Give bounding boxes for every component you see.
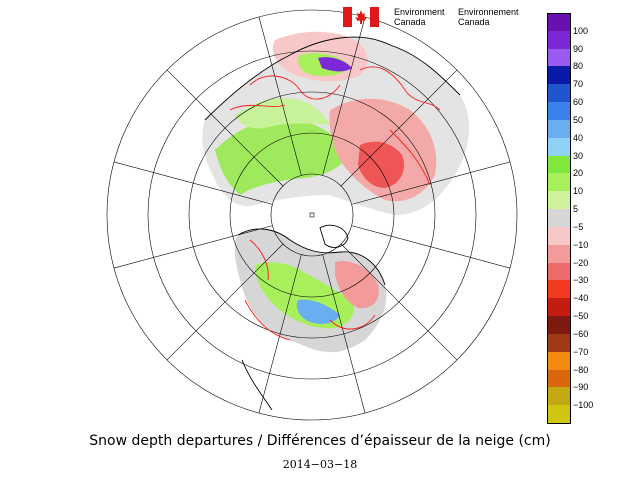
legend-swatch (547, 226, 571, 245)
org-fr-line1: Environnement (458, 7, 519, 17)
legend-label: 10 (573, 186, 584, 197)
eurasia-green-band (215, 118, 350, 195)
legend-swatch (547, 30, 571, 49)
contour-line-4 (389, 129, 431, 186)
legend-label: −70 (573, 346, 589, 357)
legend-swatch (547, 244, 571, 263)
legend-label: 80 (573, 61, 584, 72)
meridian-line (351, 161, 511, 205)
contour-line-2 (359, 66, 441, 111)
coast-greenland (319, 224, 349, 248)
lat-ring-4 (147, 50, 477, 380)
meridian-line (166, 69, 284, 187)
legend-swatch (547, 102, 571, 120)
meridian-line (113, 225, 273, 269)
coast-eurasia (204, 36, 461, 121)
legend-swatch (547, 173, 571, 192)
legend-swatch (547, 191, 571, 210)
contour-line-5 (244, 299, 291, 341)
eurasia-red-patch (358, 141, 405, 188)
lat-ring-2 (229, 132, 395, 298)
legend-swatch (547, 387, 571, 406)
legend-label: −30 (573, 275, 589, 286)
org-en-line1: Environment (394, 7, 445, 17)
legend-swatch (547, 209, 571, 227)
canada-flag-icon (343, 7, 379, 27)
legend-swatch (547, 262, 571, 281)
lat-ring-outer (106, 9, 518, 421)
contour-line-7 (249, 239, 269, 281)
legend-label: −100 (573, 400, 594, 411)
legend-swatch (547, 351, 571, 370)
meridian-line (322, 16, 366, 176)
coast-mexico (241, 359, 273, 411)
legend-label: 90 (573, 43, 584, 54)
legend-label: −10 (573, 239, 589, 250)
legend-swatch (547, 66, 571, 85)
legend-label: −20 (573, 257, 589, 268)
legend-label: −40 (573, 293, 589, 304)
legend-swatch (547, 119, 571, 138)
meridian-line (322, 254, 366, 414)
legend-label: 20 (573, 168, 584, 179)
legend-swatch (547, 280, 571, 299)
meridian-line (351, 225, 511, 269)
map-title: Snow depth departures / Différences d’ép… (89, 433, 551, 449)
legend-label: 100 (573, 25, 589, 36)
map-date: 2014−03−18 (282, 458, 358, 471)
legend-swatch (547, 316, 571, 334)
legend-swatch (547, 405, 571, 424)
coast-north-america (237, 228, 386, 286)
legend-label: −50 (573, 311, 589, 322)
legend-label: −60 (573, 328, 589, 339)
canada-blue (296, 299, 340, 324)
contour-line-3 (229, 104, 286, 111)
meridian-line (340, 243, 458, 361)
contour-line-6 (329, 314, 376, 330)
legend-swatch (547, 333, 571, 352)
legend-label: 60 (573, 97, 584, 108)
legend-label: 5 (573, 204, 579, 215)
usa-land (240, 330, 371, 397)
legend-label: 70 (573, 79, 584, 90)
lat-ring-1 (270, 173, 354, 257)
meridian-line (113, 161, 273, 205)
meridian-line (258, 254, 302, 414)
org-en-line2: Canada (394, 17, 426, 27)
canada-east-pink (335, 261, 379, 309)
legend-swatch (547, 84, 571, 103)
legend-swatch (547, 155, 571, 174)
legend-swatch (547, 48, 571, 67)
org-name-english: Environment Canada (394, 7, 445, 27)
meridian-line (166, 243, 284, 361)
legend-label: −90 (573, 382, 589, 393)
org-name-french: Environnement Canada (458, 7, 519, 27)
north-pole-marker (309, 212, 315, 218)
color-legend: 100 90 80 70 60 50 40 30 20 10 5 −5 −10 −20 −30 −40 −50 −… (547, 13, 597, 424)
lat-ring-3 (188, 91, 436, 339)
legend-swatch (547, 369, 571, 388)
legend-label: 30 (573, 150, 584, 161)
legend-label: −80 (573, 364, 589, 375)
legend-swatch (547, 13, 571, 32)
meridian-line (258, 16, 302, 176)
siberia-purple (318, 57, 352, 72)
legend-label: −5 (573, 221, 584, 232)
legend-swatch (547, 137, 571, 156)
org-fr-line2: Canada (458, 17, 490, 27)
meridian-line (340, 69, 458, 187)
contour-line-1 (249, 75, 341, 100)
legend-label: 50 (573, 114, 584, 125)
legend-label: 40 (573, 132, 584, 143)
legend-swatch (547, 298, 571, 317)
